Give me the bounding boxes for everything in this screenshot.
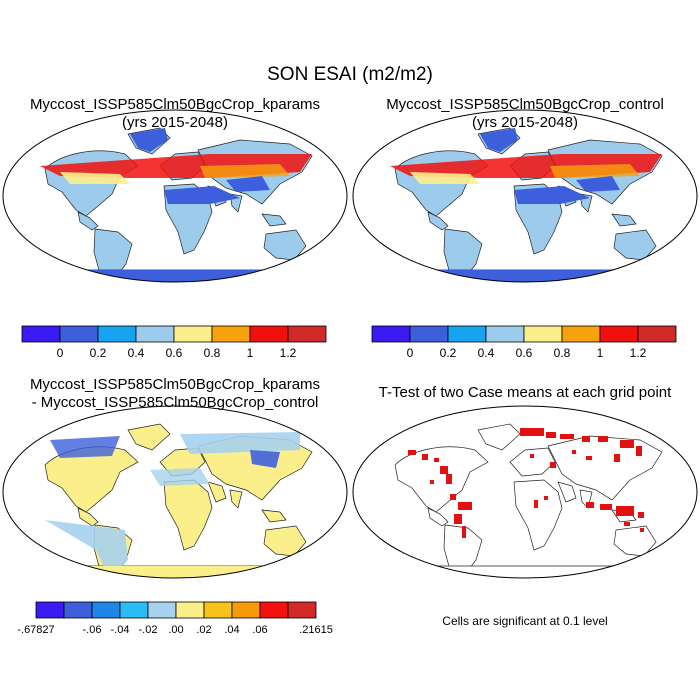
colorbar-tick-label: -.06 [83, 624, 102, 636]
colorbar-swatch [173, 325, 213, 343]
colorbar-tick-label: 0 [407, 346, 414, 360]
colorbar-tick-label: 0.6 [516, 346, 533, 360]
colorbar-swatch [371, 325, 411, 343]
colorbar-swatch [97, 325, 137, 343]
colorbar-tick-label: 1 [597, 346, 604, 360]
colorbar-max-label: .21615 [299, 624, 333, 636]
colorbar-tick-label: .02 [196, 624, 211, 636]
colorbar-tick-label: 1.2 [280, 346, 297, 360]
panel-title-line2: - Myccost_ISSP585Clm50BgcCrop_control [31, 394, 319, 411]
panel-title-line2: (yrs 2015-2048) [472, 114, 578, 131]
map-panel-difference [2, 405, 348, 579]
colorbar-swatch [249, 325, 289, 343]
colorbar-tick-label: .04 [224, 624, 239, 636]
panel-title-difference: Myccost_ISSP585Clm50BgcCrop_kparams - My… [0, 376, 350, 412]
colorbar-tick-label: 1 [247, 346, 254, 360]
colorbar-swatch [119, 601, 149, 619]
colorbar-tick-label: -.04 [111, 624, 130, 636]
panel-title-line1: Myccost_ISSP585Clm50BgcCrop_control [386, 96, 664, 113]
colorbar-tick-label: .06 [252, 624, 267, 636]
colorbar-swatch [211, 325, 251, 343]
colorbar-swatch [63, 601, 93, 619]
colorbar-tick-label: 0.8 [204, 346, 221, 360]
colorbar-swatch [523, 325, 563, 343]
colorbar-swatch [231, 601, 261, 619]
map-panel-ttest [352, 405, 698, 579]
colorbar-tick-label: -.02 [139, 624, 158, 636]
colorbar-swatch [599, 325, 639, 343]
colorbar-swatch [35, 601, 65, 619]
colorbar-swatch [561, 325, 601, 343]
colorbar-swatch [59, 325, 99, 343]
colorbar-abs-left: 0 0.2 0.4 0.6 0.8 1 1.2 [21, 325, 327, 360]
map-panel-kparams [2, 109, 348, 283]
colorbar-swatch [485, 325, 525, 343]
colorbar-swatch [409, 325, 449, 343]
colorbar-tick-label: 1.2 [630, 346, 647, 360]
colorbar-diff: -.06 -.04 -.02 .00 .02 .04 .06 -.67827 .21615 [17, 601, 333, 636]
panel-title-control: Myccost_ISSP585Clm50BgcCrop_control (yrs… [350, 96, 700, 132]
colorbar-swatch [447, 325, 487, 343]
colorbar-swatch [259, 601, 289, 619]
panel-title-line1: T-Test of two Case means at each grid po… [378, 384, 672, 401]
panel-title-line2: (yrs 2015-2048) [122, 114, 228, 131]
map-panel-control [352, 109, 698, 283]
figure-title: SON ESAI (m2/m2) [267, 64, 433, 85]
colorbar-swatch [287, 601, 317, 619]
panel-title-ttest: T-Test of two Case means at each grid po… [350, 384, 700, 402]
colorbar-tick-label: 0 [57, 346, 64, 360]
colorbar-swatch [287, 325, 327, 343]
colorbar-tick-label: .00 [168, 624, 183, 636]
panel-title-line1: Myccost_ISSP585Clm50BgcCrop_kparams [29, 96, 321, 113]
colorbar-swatch [91, 601, 121, 619]
significance-note: Cells are significant at 0.1 level [442, 614, 608, 628]
significance-cells [408, 428, 644, 538]
colorbar-tick-label: 0.4 [478, 346, 495, 360]
colorbar-swatch [135, 325, 175, 343]
colorbar-swatch [203, 601, 233, 619]
colorbar-swatch [21, 325, 61, 343]
colorbar-tick-label: 0.4 [128, 346, 145, 360]
colorbar-tick-label: 0.8 [554, 346, 571, 360]
colorbar-tick-label: 0.2 [90, 346, 107, 360]
colorbar-swatch [147, 601, 177, 619]
colorbar-swatch [637, 325, 677, 343]
panel-title-kparams: Myccost_ISSP585Clm50BgcCrop_kparams (yrs… [0, 96, 350, 132]
panel-title-line1: Myccost_ISSP585Clm50BgcCrop_kparams [29, 376, 321, 393]
colorbar-min-label: -.67827 [17, 624, 54, 636]
colorbar-tick-label: 0.2 [440, 346, 457, 360]
colorbar-swatch [175, 601, 205, 619]
colorbar-tick-label: 0.6 [166, 346, 183, 360]
colorbar-abs-right: 0 0.2 0.4 0.6 0.8 1 1.2 [371, 325, 677, 360]
